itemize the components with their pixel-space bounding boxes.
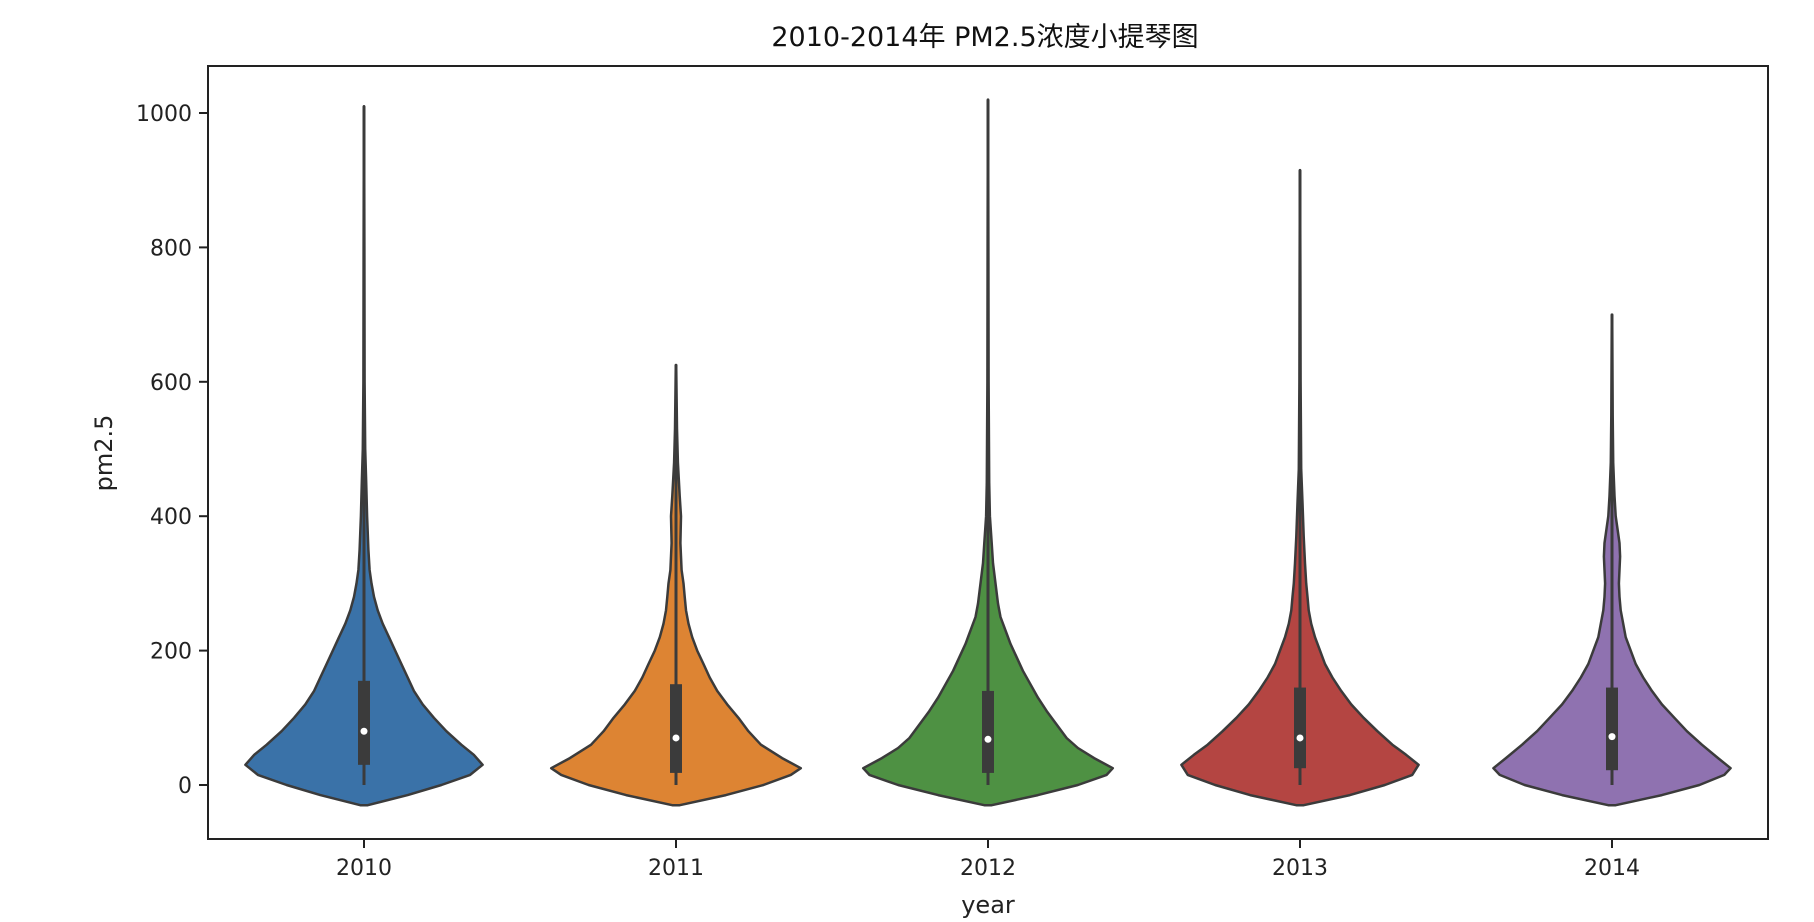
x-axis: 2010 2011 2012 2013 2014 xyxy=(336,839,1640,881)
y-tick-label-400: 400 xyxy=(150,505,192,530)
iqr-box-2012 xyxy=(982,690,994,773)
median-dot-2013 xyxy=(1296,734,1304,742)
y-tick-label-800: 800 xyxy=(150,236,192,261)
y-tick-label-200: 200 xyxy=(150,640,192,665)
iqr-box-2010 xyxy=(358,680,370,765)
median-dot-2011 xyxy=(672,734,680,742)
median-dot-2014 xyxy=(1608,733,1616,741)
x-tick-label-2012: 2012 xyxy=(960,856,1016,881)
y-axis-label: pm2.5 xyxy=(90,415,118,492)
iqr-box-2013 xyxy=(1294,687,1306,769)
iqr-box-2011 xyxy=(670,684,682,773)
y-axis: 0 200 400 600 800 1000 xyxy=(136,102,208,799)
iqr-box-2014 xyxy=(1606,687,1618,771)
chart-title: 2010-2014年 PM2.5浓度小提琴图 xyxy=(771,22,1198,53)
y-tick-label-0: 0 xyxy=(178,774,192,799)
y-tick-label-600: 600 xyxy=(150,371,192,396)
x-axis-label: year xyxy=(961,891,1015,919)
median-dot-2012 xyxy=(984,735,992,743)
y-tick-label-1000: 1000 xyxy=(136,102,192,127)
median-dot-2010 xyxy=(360,727,368,735)
x-tick-label-2013: 2013 xyxy=(1272,856,1328,881)
x-tick-label-2014: 2014 xyxy=(1584,856,1640,881)
x-tick-label-2010: 2010 xyxy=(336,856,392,881)
x-tick-label-2011: 2011 xyxy=(648,856,704,881)
violins-group xyxy=(244,98,1732,807)
